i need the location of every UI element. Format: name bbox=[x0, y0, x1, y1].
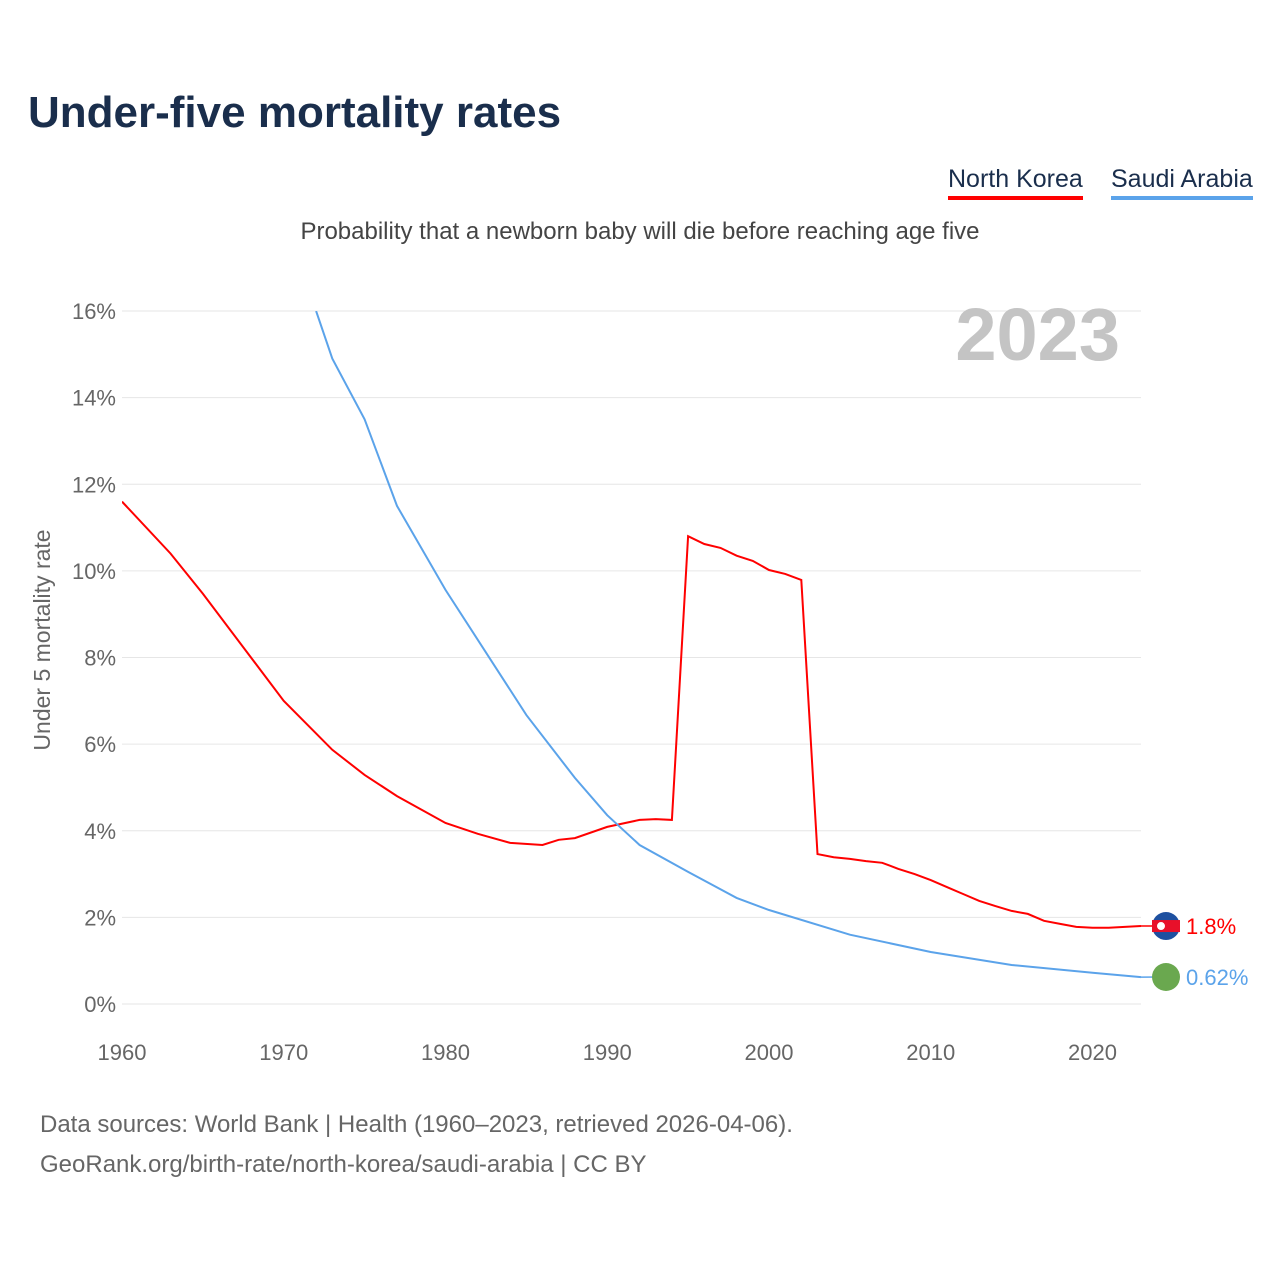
x-tick-label: 2020 bbox=[1068, 1040, 1117, 1065]
flag-stripe bbox=[1152, 920, 1180, 933]
legend-saudi-arabia[interactable]: Saudi Arabia bbox=[1111, 165, 1253, 200]
end-value-label: 0.62% bbox=[1186, 965, 1248, 990]
y-axis-label: Under 5 mortality rate bbox=[29, 529, 55, 750]
x-tick-label: 1980 bbox=[421, 1040, 470, 1065]
y-tick-label: 8% bbox=[84, 646, 116, 671]
x-tick-label: 2010 bbox=[906, 1040, 955, 1065]
x-tick-label: 1960 bbox=[98, 1040, 147, 1065]
y-tick-label: 10% bbox=[72, 559, 116, 584]
footer: Data sources: World Bank | Health (1960–… bbox=[40, 1105, 793, 1185]
y-tick-label: 14% bbox=[72, 386, 116, 411]
x-tick-label: 1970 bbox=[259, 1040, 308, 1065]
x-tick-label: 1990 bbox=[583, 1040, 632, 1065]
y-tick-label: 12% bbox=[72, 472, 116, 497]
series-line-north-korea bbox=[122, 500, 1142, 929]
x-tick-label: 2000 bbox=[745, 1040, 794, 1065]
y-tick-label: 2% bbox=[84, 905, 116, 930]
source-link[interactable]: GeoRank.org/birth-rate/north-korea/saudi… bbox=[40, 1151, 647, 1178]
flag-star bbox=[1157, 922, 1165, 931]
end-value-label: 1.8% bbox=[1186, 914, 1236, 939]
year-label: 2023 bbox=[955, 293, 1120, 376]
y-tick-label: 4% bbox=[84, 819, 116, 844]
y-tick-label: 0% bbox=[84, 992, 116, 1017]
legend-north-korea[interactable]: North Korea bbox=[948, 165, 1083, 200]
series-line-saudi-arabia bbox=[315, 311, 1142, 979]
saudi-arabia-flag-icon bbox=[1152, 963, 1180, 991]
source-text: Data sources: World Bank | Health (1960–… bbox=[40, 1111, 793, 1138]
chart-title: Under-five mortality rates bbox=[28, 88, 562, 137]
chart-subtitle: Probability that a newborn baby will die… bbox=[300, 218, 980, 245]
y-tick-label: 6% bbox=[84, 732, 116, 757]
y-tick-label: 16% bbox=[72, 299, 116, 324]
